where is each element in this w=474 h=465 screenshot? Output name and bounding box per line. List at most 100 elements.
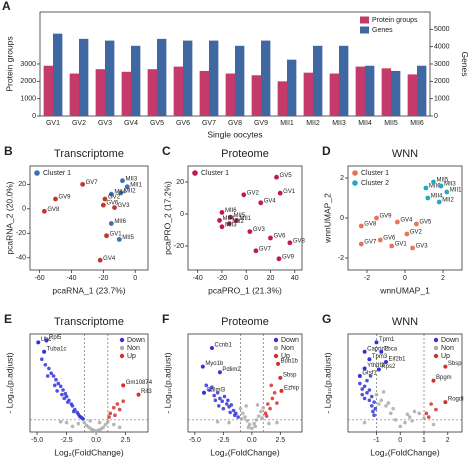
point (55, 389, 59, 393)
labeled-point (376, 367, 381, 372)
point (61, 388, 65, 392)
y2-axis-label: Genes (460, 51, 470, 76)
point (88, 419, 92, 423)
point (259, 409, 263, 414)
point (40, 357, 44, 362)
point (216, 404, 221, 408)
point (274, 174, 279, 180)
point (97, 257, 103, 263)
labeled-point (217, 370, 222, 375)
point (116, 237, 122, 242)
point-label: GV7 (86, 180, 99, 186)
gene-label: Bpgm (436, 375, 452, 381)
point (404, 231, 410, 237)
point (258, 200, 264, 206)
bar (53, 33, 63, 116)
bar (261, 40, 271, 116)
point-label: MII2 (442, 198, 454, 204)
point (247, 229, 253, 235)
legend-label: Down (441, 337, 459, 344)
bar (277, 81, 287, 116)
point (374, 215, 379, 221)
labeled-point (42, 349, 47, 354)
x-tick-label: 0 (244, 275, 248, 282)
point (360, 387, 365, 391)
y-tick-label: 0 (32, 113, 36, 120)
x-tick-label: 2.5 (121, 437, 131, 444)
legend-label: Cluster 1 (201, 170, 229, 177)
point (108, 411, 113, 416)
panel-label: E (4, 312, 12, 326)
point (215, 391, 220, 395)
gene-label: Myo1b (205, 361, 224, 367)
point (426, 415, 431, 419)
point (367, 388, 372, 392)
gene-label: Ezhip (284, 386, 300, 392)
x-tick-label: GV1 (46, 120, 60, 127)
point (219, 224, 225, 230)
x-tick-label: -40 (193, 275, 203, 282)
bar (365, 65, 375, 116)
point (362, 420, 367, 425)
bar (147, 69, 157, 116)
y-axis-label: wnnUMAP_2 (322, 193, 332, 244)
point-label: GV6 (273, 234, 286, 240)
labeled-point (379, 349, 384, 354)
labeled-point (367, 357, 372, 362)
point (213, 398, 218, 403)
point (444, 189, 450, 195)
y-tick-label: 0 (180, 211, 184, 218)
plot-frame (29, 333, 149, 433)
gene-label: Tpm3 (372, 354, 388, 360)
point-label: MII1 (450, 188, 462, 194)
point (52, 383, 57, 388)
point (229, 403, 234, 407)
point-label: MII6 (114, 219, 126, 225)
point (228, 410, 232, 415)
legend-marker (273, 353, 279, 359)
point (362, 384, 367, 389)
bar (225, 73, 235, 116)
point (369, 394, 374, 399)
x-tick-label: 2 (446, 437, 450, 444)
x-tick-label: GV7 (202, 120, 216, 127)
y2-tick-label: 4000 (434, 44, 450, 51)
point-label: GV2 (108, 195, 121, 201)
x-tick-label: GV3 (98, 120, 112, 127)
gene-label: Sbsp (283, 372, 297, 378)
point (264, 414, 269, 418)
bar (381, 68, 391, 116)
point-label: GV6 (383, 236, 396, 242)
point-label: MII1 (240, 216, 252, 222)
point (111, 405, 116, 410)
point-label: GV5 (280, 173, 293, 179)
legend-marker (273, 345, 279, 351)
bar (95, 69, 105, 116)
point (58, 419, 63, 424)
x-tick-label: GV6 (176, 120, 190, 127)
x-tick-label: MII4 (358, 120, 372, 127)
legend-marker (433, 345, 439, 351)
point-label: GV9 (380, 214, 393, 220)
panel-title: Proteome (221, 316, 269, 328)
point (255, 403, 260, 407)
point (101, 425, 105, 430)
point (100, 202, 106, 208)
legend-marker (119, 345, 125, 351)
point (365, 391, 369, 395)
y-tick-label: 20 (176, 179, 184, 186)
legend-marker (34, 170, 40, 176)
y2-tick-label: 0 (434, 113, 438, 120)
point (365, 378, 369, 383)
x-tick-label: -2.5 (61, 437, 73, 444)
point-label: MII5 (122, 235, 134, 241)
point (436, 199, 442, 205)
point (76, 421, 81, 426)
x-tick-label: 0 (133, 275, 137, 282)
panel-title: WNN (392, 148, 418, 160)
point (429, 402, 433, 406)
point (253, 248, 259, 254)
gene-label: Rit3 (141, 389, 152, 395)
point (218, 396, 222, 401)
